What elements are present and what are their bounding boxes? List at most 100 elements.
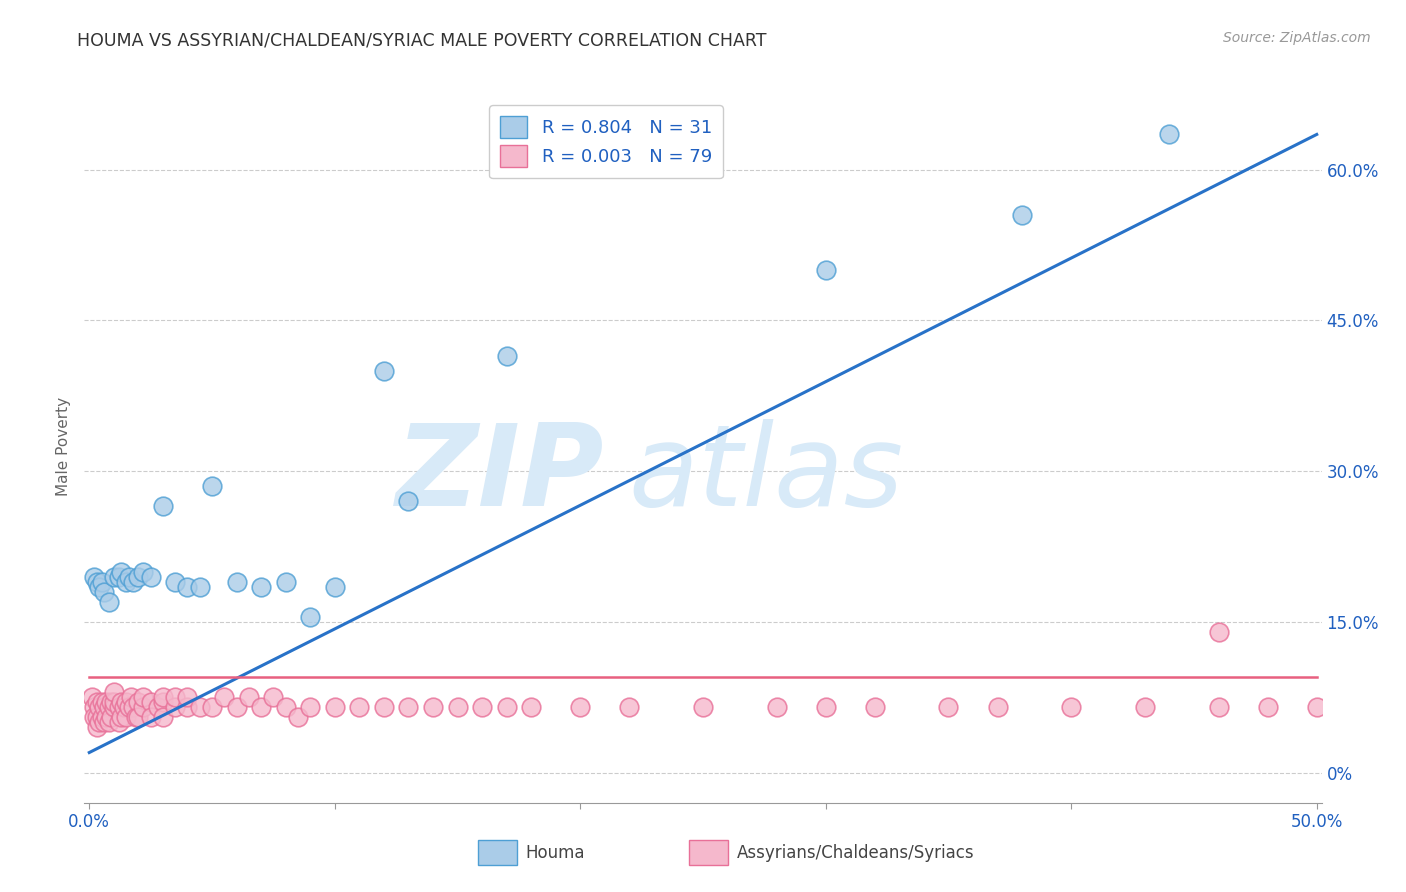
Point <box>1060 700 1083 714</box>
Point <box>1133 700 1156 714</box>
Point <box>110 695 132 709</box>
Point <box>83 710 105 724</box>
Point <box>103 569 125 583</box>
Point <box>86 710 108 724</box>
Point <box>115 574 138 589</box>
Text: ZIP: ZIP <box>395 419 605 530</box>
Point <box>93 700 115 714</box>
Point <box>115 710 138 724</box>
Text: atlas: atlas <box>628 419 904 530</box>
Point <box>96 695 118 709</box>
Point <box>422 700 444 714</box>
Point <box>83 700 105 714</box>
Point <box>765 700 787 714</box>
Point <box>201 479 224 493</box>
Point <box>1208 624 1230 639</box>
Point <box>165 700 187 714</box>
Point <box>495 349 517 363</box>
Point <box>176 700 198 714</box>
Text: Source: ZipAtlas.com: Source: ZipAtlas.com <box>1223 31 1371 45</box>
Point <box>127 695 149 709</box>
Point <box>110 565 132 579</box>
Point <box>225 574 247 589</box>
Point <box>110 710 132 724</box>
Point <box>569 700 592 714</box>
Point <box>987 700 1010 714</box>
Point <box>396 494 419 508</box>
Point <box>103 695 125 709</box>
Point <box>471 700 494 714</box>
Point <box>103 685 125 699</box>
Point <box>125 710 148 724</box>
Point <box>250 580 273 594</box>
Point <box>274 574 297 589</box>
Point <box>107 700 129 714</box>
Point <box>1208 700 1230 714</box>
Point <box>188 580 211 594</box>
Point <box>120 690 142 705</box>
Point <box>87 580 110 594</box>
Point <box>201 700 224 714</box>
Point <box>87 715 110 730</box>
Point <box>96 710 118 724</box>
Point <box>90 695 112 709</box>
Point <box>87 700 110 714</box>
Point <box>299 700 322 714</box>
Point <box>122 700 145 714</box>
Point <box>188 700 211 714</box>
Point <box>692 700 714 714</box>
Point <box>139 569 162 583</box>
Point <box>176 580 198 594</box>
Point <box>323 700 346 714</box>
Point <box>176 690 198 705</box>
Point <box>287 710 309 724</box>
Point <box>152 690 174 705</box>
Point <box>495 700 517 714</box>
Point <box>1306 700 1329 714</box>
Point <box>165 574 187 589</box>
Y-axis label: Male Poverty: Male Poverty <box>56 396 72 496</box>
Point <box>117 700 139 714</box>
Point <box>97 700 120 714</box>
Point <box>863 700 886 714</box>
Point <box>274 700 297 714</box>
Point <box>323 580 346 594</box>
Point <box>238 690 260 705</box>
Point <box>132 700 155 714</box>
Point <box>146 700 169 714</box>
Point <box>86 720 108 734</box>
Point <box>225 700 247 714</box>
Point <box>152 500 174 514</box>
Point <box>127 569 149 583</box>
Point <box>214 690 236 705</box>
Point <box>1159 128 1181 142</box>
Point <box>250 700 273 714</box>
Point <box>93 715 115 730</box>
Point <box>299 610 322 624</box>
Point <box>93 584 115 599</box>
Point <box>814 263 837 277</box>
Point <box>117 569 139 583</box>
Point <box>80 690 103 705</box>
Point <box>373 363 395 377</box>
Point <box>619 700 641 714</box>
Point <box>107 569 129 583</box>
Point <box>152 695 174 709</box>
Point <box>446 700 468 714</box>
Point <box>103 700 125 714</box>
Point <box>100 710 122 724</box>
Point <box>97 595 120 609</box>
Legend: R = 0.804   N = 31, R = 0.003   N = 79: R = 0.804 N = 31, R = 0.003 N = 79 <box>489 105 723 178</box>
Point <box>938 700 960 714</box>
Point <box>1011 208 1033 222</box>
Point <box>814 700 837 714</box>
Point <box>262 690 284 705</box>
Point <box>139 710 162 724</box>
Point <box>520 700 543 714</box>
Point <box>132 565 155 579</box>
Point <box>86 695 108 709</box>
Point <box>152 710 174 724</box>
Point <box>122 574 145 589</box>
Point <box>112 700 135 714</box>
Point <box>107 715 129 730</box>
